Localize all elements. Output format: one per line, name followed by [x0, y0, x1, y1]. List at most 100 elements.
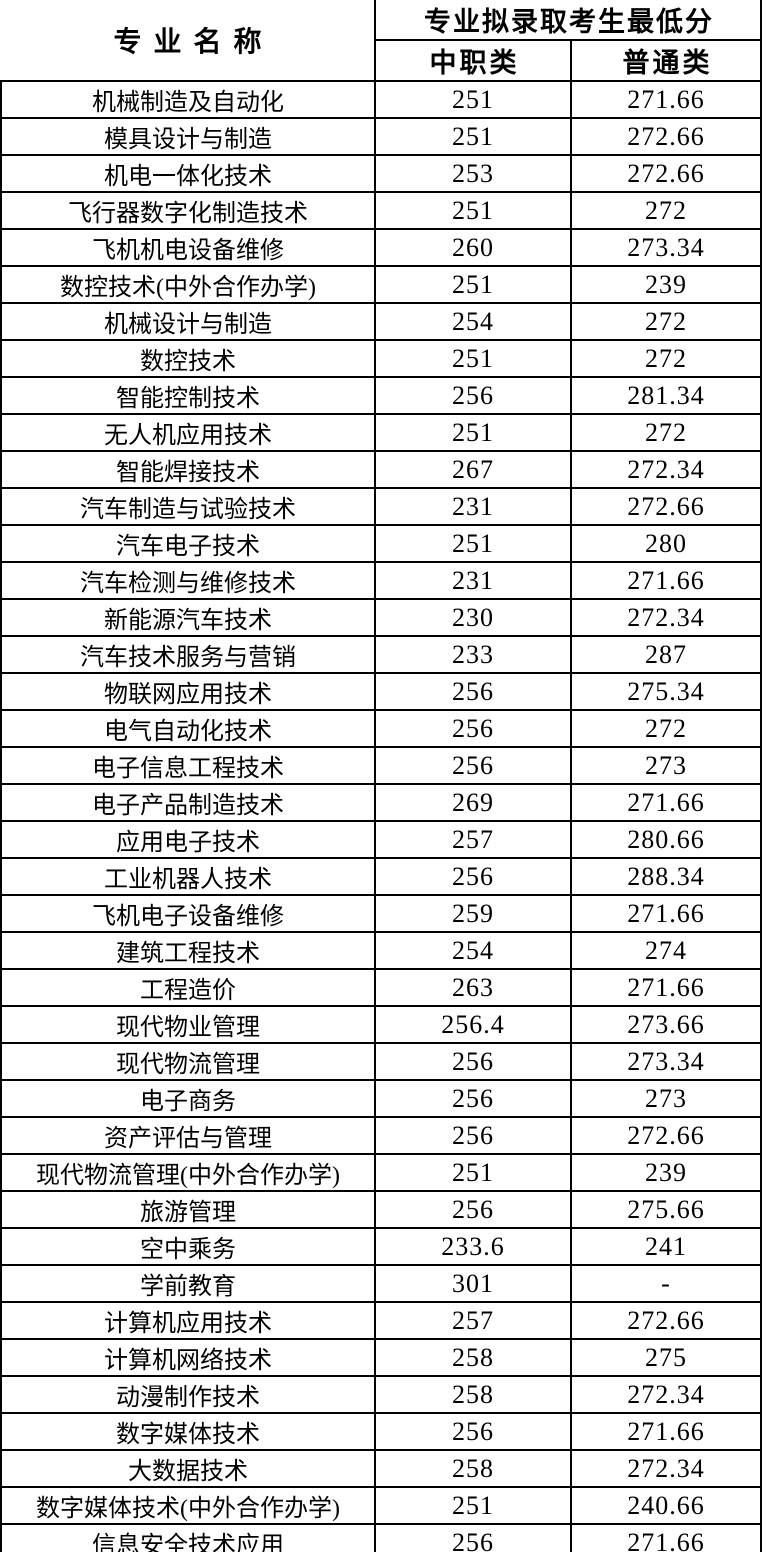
general-score-cell: 271.66 — [570, 80, 762, 119]
major-name-cell: 学前教育 — [0, 1264, 376, 1303]
major-name-cell: 数字媒体技术(中外合作办学) — [0, 1486, 376, 1525]
table-row: 计算机网络技术 258 275 — [0, 1338, 762, 1377]
major-name-cell: 电子产品制造技术 — [0, 783, 376, 822]
vocational-score-cell: 251 — [374, 524, 572, 563]
table-row: 旅游管理 256 275.66 — [0, 1190, 762, 1229]
major-name-cell: 计算机网络技术 — [0, 1338, 376, 1377]
major-name-cell: 汽车技术服务与营销 — [0, 635, 376, 674]
vocational-score-cell: 254 — [374, 302, 572, 341]
table-row: 智能控制技术 256 281.34 — [0, 376, 762, 415]
general-score-cell: 272 — [570, 413, 762, 452]
min-score-group-header: 专业拟录取考生最低分 — [374, 0, 762, 41]
vocational-score-cell: 233.6 — [374, 1227, 572, 1266]
major-name-cell: 现代物业管理 — [0, 1005, 376, 1044]
table-row: 大数据技术 258 272.34 — [0, 1449, 762, 1488]
vocational-score-cell: 269 — [374, 783, 572, 822]
vocational-score-cell: 256 — [374, 1523, 572, 1552]
major-name-cell: 应用电子技术 — [0, 820, 376, 859]
general-score-cell: 239 — [570, 265, 762, 304]
general-score-cell: 272.34 — [570, 1449, 762, 1488]
table-row: 资产评估与管理 256 272.66 — [0, 1116, 762, 1155]
vocational-score-cell: 233 — [374, 635, 572, 674]
general-score-cell: 271.66 — [570, 894, 762, 933]
major-name-cell: 数字媒体技术 — [0, 1412, 376, 1451]
vocational-score-cell: 251 — [374, 265, 572, 304]
major-name-cell: 飞行器数字化制造技术 — [0, 191, 376, 230]
general-score-cell: 272 — [570, 339, 762, 378]
major-name-cell: 工程造价 — [0, 968, 376, 1007]
major-name-cell: 机电一体化技术 — [0, 154, 376, 193]
table-header: 专业名称 专业拟录取考生最低分 中职类 普通类 — [1, 0, 762, 82]
general-score-cell: 273 — [570, 1079, 762, 1118]
major-name-cell: 数控技术 — [0, 339, 376, 378]
vocational-score-cell: 257 — [374, 1301, 572, 1340]
vocational-score-cell: 267 — [374, 450, 572, 489]
major-name-cell: 大数据技术 — [0, 1449, 376, 1488]
vocational-score-cell: 256 — [374, 1190, 572, 1229]
general-score-cell: 275.66 — [570, 1190, 762, 1229]
table-row: 动漫制作技术 258 272.34 — [0, 1375, 762, 1414]
major-name-cell: 机械制造及自动化 — [0, 80, 376, 119]
vocational-score-cell: 256 — [374, 1079, 572, 1118]
vocational-score-cell: 256 — [374, 1412, 572, 1451]
general-score-cell: 275.34 — [570, 672, 762, 711]
major-name-cell: 智能控制技术 — [0, 376, 376, 415]
general-score-cell: 273.34 — [570, 1042, 762, 1081]
table-row: 现代物业管理 256.4 273.66 — [0, 1005, 762, 1044]
general-score-cell: 272.34 — [570, 598, 762, 637]
major-name-cell: 电子商务 — [0, 1079, 376, 1118]
table-row: 工程造价 263 271.66 — [0, 968, 762, 1007]
general-score-cell: - — [570, 1264, 762, 1303]
table-row: 飞行器数字化制造技术 251 272 — [0, 191, 762, 230]
vocational-score-cell: 256 — [374, 672, 572, 711]
table-body: 机械制造及自动化 251 271.66 模具设计与制造 251 272.66 机电一体化技术… — [0, 80, 762, 1552]
general-score-cell: 272.66 — [570, 154, 762, 193]
vocational-score-cell: 251 — [374, 1153, 572, 1192]
major-name-cell: 无人机应用技术 — [0, 413, 376, 452]
vocational-score-cell: 254 — [374, 931, 572, 970]
table-row: 计算机应用技术 257 272.66 — [0, 1301, 762, 1340]
vocational-score-cell: 260 — [374, 228, 572, 267]
vocational-score-cell: 256 — [374, 709, 572, 748]
vocational-score-cell: 256.4 — [374, 1005, 572, 1044]
table-row: 电气自动化技术 256 272 — [0, 709, 762, 748]
vocational-score-cell: 251 — [374, 117, 572, 156]
general-score-cell: 288.34 — [570, 857, 762, 896]
vocational-score-cell: 263 — [374, 968, 572, 1007]
table-row: 数字媒体技术(中外合作办学) 251 240.66 — [0, 1486, 762, 1525]
header-row-group: 专业名称 专业拟录取考生最低分 — [1, 0, 762, 82]
major-name-cell: 信息安全技术应用 — [0, 1523, 376, 1552]
table-row: 物联网应用技术 256 275.34 — [0, 672, 762, 711]
vocational-score-cell: 257 — [374, 820, 572, 859]
general-score-cell: 240.66 — [570, 1486, 762, 1525]
major-name-cell: 物联网应用技术 — [0, 672, 376, 711]
general-score-cell: 271.66 — [570, 1412, 762, 1451]
general-category-header: 普通类 — [570, 39, 762, 82]
table-row: 新能源汽车技术 230 272.34 — [0, 598, 762, 637]
general-score-cell: 271.66 — [570, 783, 762, 822]
table-row: 建筑工程技术 254 274 — [0, 931, 762, 970]
table-row: 飞机机电设备维修 260 273.34 — [0, 228, 762, 267]
general-score-cell: 273.34 — [570, 228, 762, 267]
general-score-cell: 287 — [570, 635, 762, 674]
table-row: 学前教育 301- — [0, 1264, 762, 1303]
major-name-cell: 电子信息工程技术 — [0, 746, 376, 785]
major-name-cell: 智能焊接技术 — [0, 450, 376, 489]
table-row: 电子信息工程技术 256 273 — [0, 746, 762, 785]
major-name-cell: 汽车制造与试验技术 — [0, 487, 376, 526]
table-row: 智能焊接技术 267 272.34 — [0, 450, 762, 489]
major-name-header: 专业名称 — [1, 0, 376, 82]
table-row: 汽车技术服务与营销 233 287 — [0, 635, 762, 674]
general-score-cell: 272.66 — [570, 117, 762, 156]
vocational-score-cell: 251 — [374, 191, 572, 230]
table-row: 应用电子技术 257 280.66 — [0, 820, 762, 859]
general-score-cell: 239 — [570, 1153, 762, 1192]
major-name-cell: 资产评估与管理 — [0, 1116, 376, 1155]
vocational-score-cell: 258 — [374, 1338, 572, 1377]
general-score-cell: 272 — [570, 191, 762, 230]
general-score-cell: 274 — [570, 931, 762, 970]
vocational-score-cell: 231 — [374, 561, 572, 600]
table-row: 数字媒体技术 256 271.66 — [0, 1412, 762, 1451]
major-name-cell: 计算机应用技术 — [0, 1301, 376, 1340]
